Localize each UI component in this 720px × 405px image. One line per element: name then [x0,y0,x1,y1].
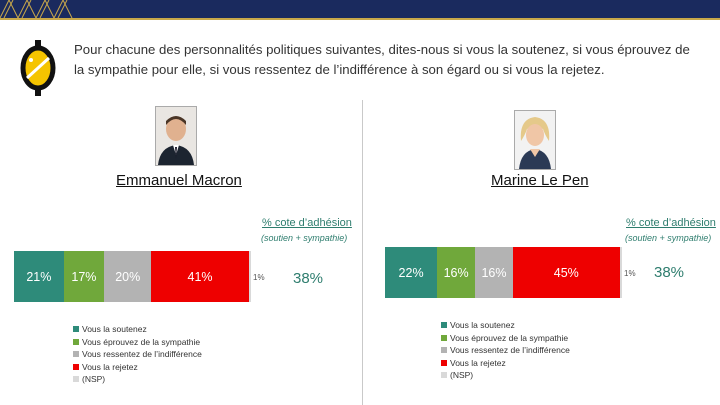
cote-adhesion-value: 38% [654,264,685,281]
bar-segment-label: 20% [115,269,141,284]
bar-segment-label: 45% [553,265,579,280]
chart-legend: Vous la soutenez Vous éprouvez de la symp… [441,319,570,382]
cote-adhesion-value: 38% [293,270,324,287]
legend-item: (NSP) [73,373,202,386]
survey-question: Pour chacune des personnalités politique… [74,42,690,77]
legend-swatch [73,338,79,345]
bar-segment: 16% [475,247,513,298]
legend-label: Vous la soutenez [450,320,515,331]
legend-swatch [73,326,79,333]
legend-swatch [73,363,79,370]
cote-adhesion-label: % cote d’adhésion [626,217,716,229]
legend-label: (NSP) [82,374,106,385]
legend-label: Vous éprouvez de la sympathie [82,336,201,347]
brand-logo-icon [20,40,56,96]
legend-swatch [73,351,79,358]
legend-item: (NSP) [441,369,570,382]
legend-swatch [73,376,79,383]
legend-item: Vous la soutenez [73,323,202,336]
legend-swatch [441,347,447,354]
bar-segment [619,247,622,298]
legend-swatch [441,359,447,366]
bar-segment-label: 17% [71,269,97,284]
legend-swatch [441,372,447,379]
cote-adhesion-sub: (soutien + sympathie) [261,233,348,243]
bar-segment-label: 22% [398,265,424,280]
nsp-value: 1% [624,269,636,278]
legend-label: Vous éprouvez de la sympathie [450,332,569,343]
cote-adhesion-label: % cote d’adhésion [262,217,352,229]
header-bar [0,0,720,20]
legend-label: Vous la rejetez [450,357,506,368]
bar-segment-label: 41% [187,269,213,284]
legend-item: Vous éprouvez de la sympathie [441,332,570,345]
bar-segment [248,251,251,302]
legend-item: Vous ressentez de l’indifférence [73,348,202,361]
legend-label: Vous la soutenez [82,324,147,335]
panel-macron: Emmanuel Macron % cote d’adhésion (souti… [0,100,358,405]
cote-adhesion-sub: (soutien + sympathie) [625,233,712,243]
bar-segment: 21% [14,251,64,302]
macron-photo [155,106,197,166]
stacked-bar: 22% 16% 16% 45% [385,247,622,298]
legend-item: Vous la rejetez [441,357,570,370]
legend-item: Vous la soutenez [441,319,570,332]
legend-label: Vous ressentez de l’indifférence [450,345,570,356]
candidate-name: Marine Le Pen [491,172,589,189]
legend-label: (NSP) [450,370,474,381]
legend-swatch [441,334,447,341]
nsp-value: 1% [253,273,265,282]
panel-le-pen: Marine Le Pen % cote d’adhésion (soutien… [364,100,720,405]
legend-item: Vous éprouvez de la sympathie [73,336,202,349]
bar-segment: 20% [104,251,152,302]
chart-legend: Vous la soutenez Vous éprouvez de la symp… [73,323,202,386]
bar-segment: 22% [385,247,438,298]
bar-segment: 45% [512,247,620,298]
candidate-name: Emmanuel Macron [116,172,242,189]
legend-label: Vous la rejetez [82,361,138,372]
bar-segment-label: 16% [481,265,507,280]
bar-segment: 17% [63,251,105,302]
header-gold-line [0,18,720,20]
stacked-bar: 21% 17% 20% 41% [14,251,251,302]
legend-item: Vous ressentez de l’indifférence [441,344,570,357]
bar-segment-label: 21% [26,269,52,284]
bar-segment: 16% [437,247,476,298]
legend-label: Vous ressentez de l’indifférence [82,349,202,360]
bar-segment: 41% [151,251,249,302]
le-pen-photo [514,110,556,170]
legend-swatch [441,322,447,329]
header-pattern-icon [0,0,73,18]
bar-segment-label: 16% [443,265,469,280]
legend-item: Vous la rejetez [73,361,202,374]
panel-divider [362,100,363,405]
